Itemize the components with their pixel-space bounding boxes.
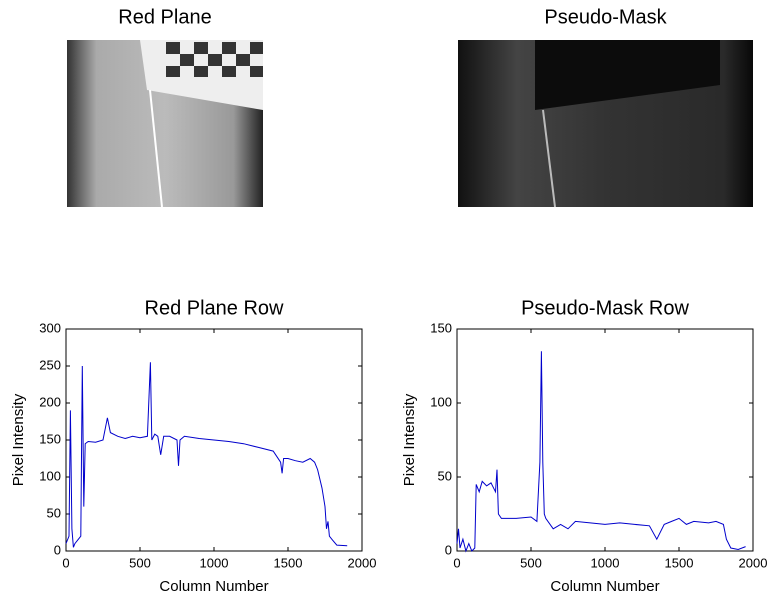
x-tick-label: 500 [129, 555, 151, 570]
pseudo-mask-image [458, 40, 753, 208]
y-tick-label: 150 [39, 431, 61, 446]
y-tick-label: 50 [438, 468, 452, 483]
x-axis-label: Column Number [159, 578, 268, 595]
y-axis-label: Pixel Intensity [401, 393, 418, 486]
x-axis-label: Column Number [550, 578, 659, 595]
x-tick-label: 1500 [665, 555, 694, 570]
y-tick-label: 300 [39, 320, 61, 335]
x-tick-label: 1000 [591, 555, 620, 570]
y-tick-label: 100 [430, 394, 452, 409]
y-tick-label: 150 [430, 320, 452, 335]
data-line [456, 351, 746, 553]
axes-box [456, 328, 754, 552]
chart-title: Pseudo-Mask Row [521, 297, 689, 319]
x-tick-label: 1000 [200, 555, 229, 570]
x-tick-label: 2000 [348, 555, 377, 570]
x-tick-label: 0 [453, 555, 460, 570]
x-tick-label: 0 [62, 555, 69, 570]
y-tick-label: 100 [39, 468, 61, 483]
y-tick-label: 0 [54, 542, 61, 557]
image-title: Red Plane [118, 6, 211, 28]
red-plane-image [67, 40, 263, 208]
chart-title: Red Plane Row [145, 297, 285, 319]
y-tick-label: 0 [445, 542, 452, 557]
y-tick-label: 200 [39, 394, 61, 409]
x-tick-label: 2000 [739, 555, 768, 570]
image-title: Pseudo-Mask [544, 6, 667, 28]
x-tick-label: 500 [520, 555, 542, 570]
y-tick-label: 50 [47, 505, 61, 520]
data-line [65, 362, 348, 548]
y-axis-label: Pixel Intensity [10, 393, 27, 486]
x-tick-label: 1500 [274, 555, 303, 570]
y-tick-label: 250 [39, 357, 61, 372]
